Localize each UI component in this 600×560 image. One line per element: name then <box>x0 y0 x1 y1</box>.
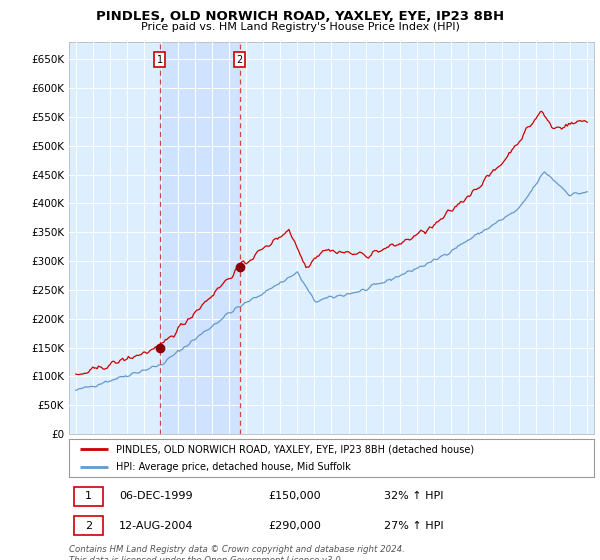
Bar <box>160 42 240 434</box>
FancyBboxPatch shape <box>74 487 103 506</box>
Text: Price paid vs. HM Land Registry's House Price Index (HPI): Price paid vs. HM Land Registry's House … <box>140 22 460 32</box>
Text: 06-DEC-1999: 06-DEC-1999 <box>119 491 193 501</box>
Text: HPI: Average price, detached house, Mid Suffolk: HPI: Average price, detached house, Mid … <box>116 462 351 472</box>
FancyBboxPatch shape <box>74 516 103 535</box>
Text: 12-AUG-2004: 12-AUG-2004 <box>119 521 193 531</box>
Text: PINDLES, OLD NORWICH ROAD, YAXLEY, EYE, IP23 8BH (detached house): PINDLES, OLD NORWICH ROAD, YAXLEY, EYE, … <box>116 444 475 454</box>
Text: 27% ↑ HPI: 27% ↑ HPI <box>384 521 443 531</box>
Text: 2: 2 <box>236 55 243 64</box>
Text: 1: 1 <box>157 55 163 64</box>
Text: PINDLES, OLD NORWICH ROAD, YAXLEY, EYE, IP23 8BH: PINDLES, OLD NORWICH ROAD, YAXLEY, EYE, … <box>96 10 504 23</box>
Text: Contains HM Land Registry data © Crown copyright and database right 2024.
This d: Contains HM Land Registry data © Crown c… <box>69 545 405 560</box>
Text: £150,000: £150,000 <box>269 491 321 501</box>
Text: 1: 1 <box>85 491 92 501</box>
Text: 2: 2 <box>85 521 92 531</box>
Text: £290,000: £290,000 <box>269 521 322 531</box>
Text: 32% ↑ HPI: 32% ↑ HPI <box>384 491 443 501</box>
